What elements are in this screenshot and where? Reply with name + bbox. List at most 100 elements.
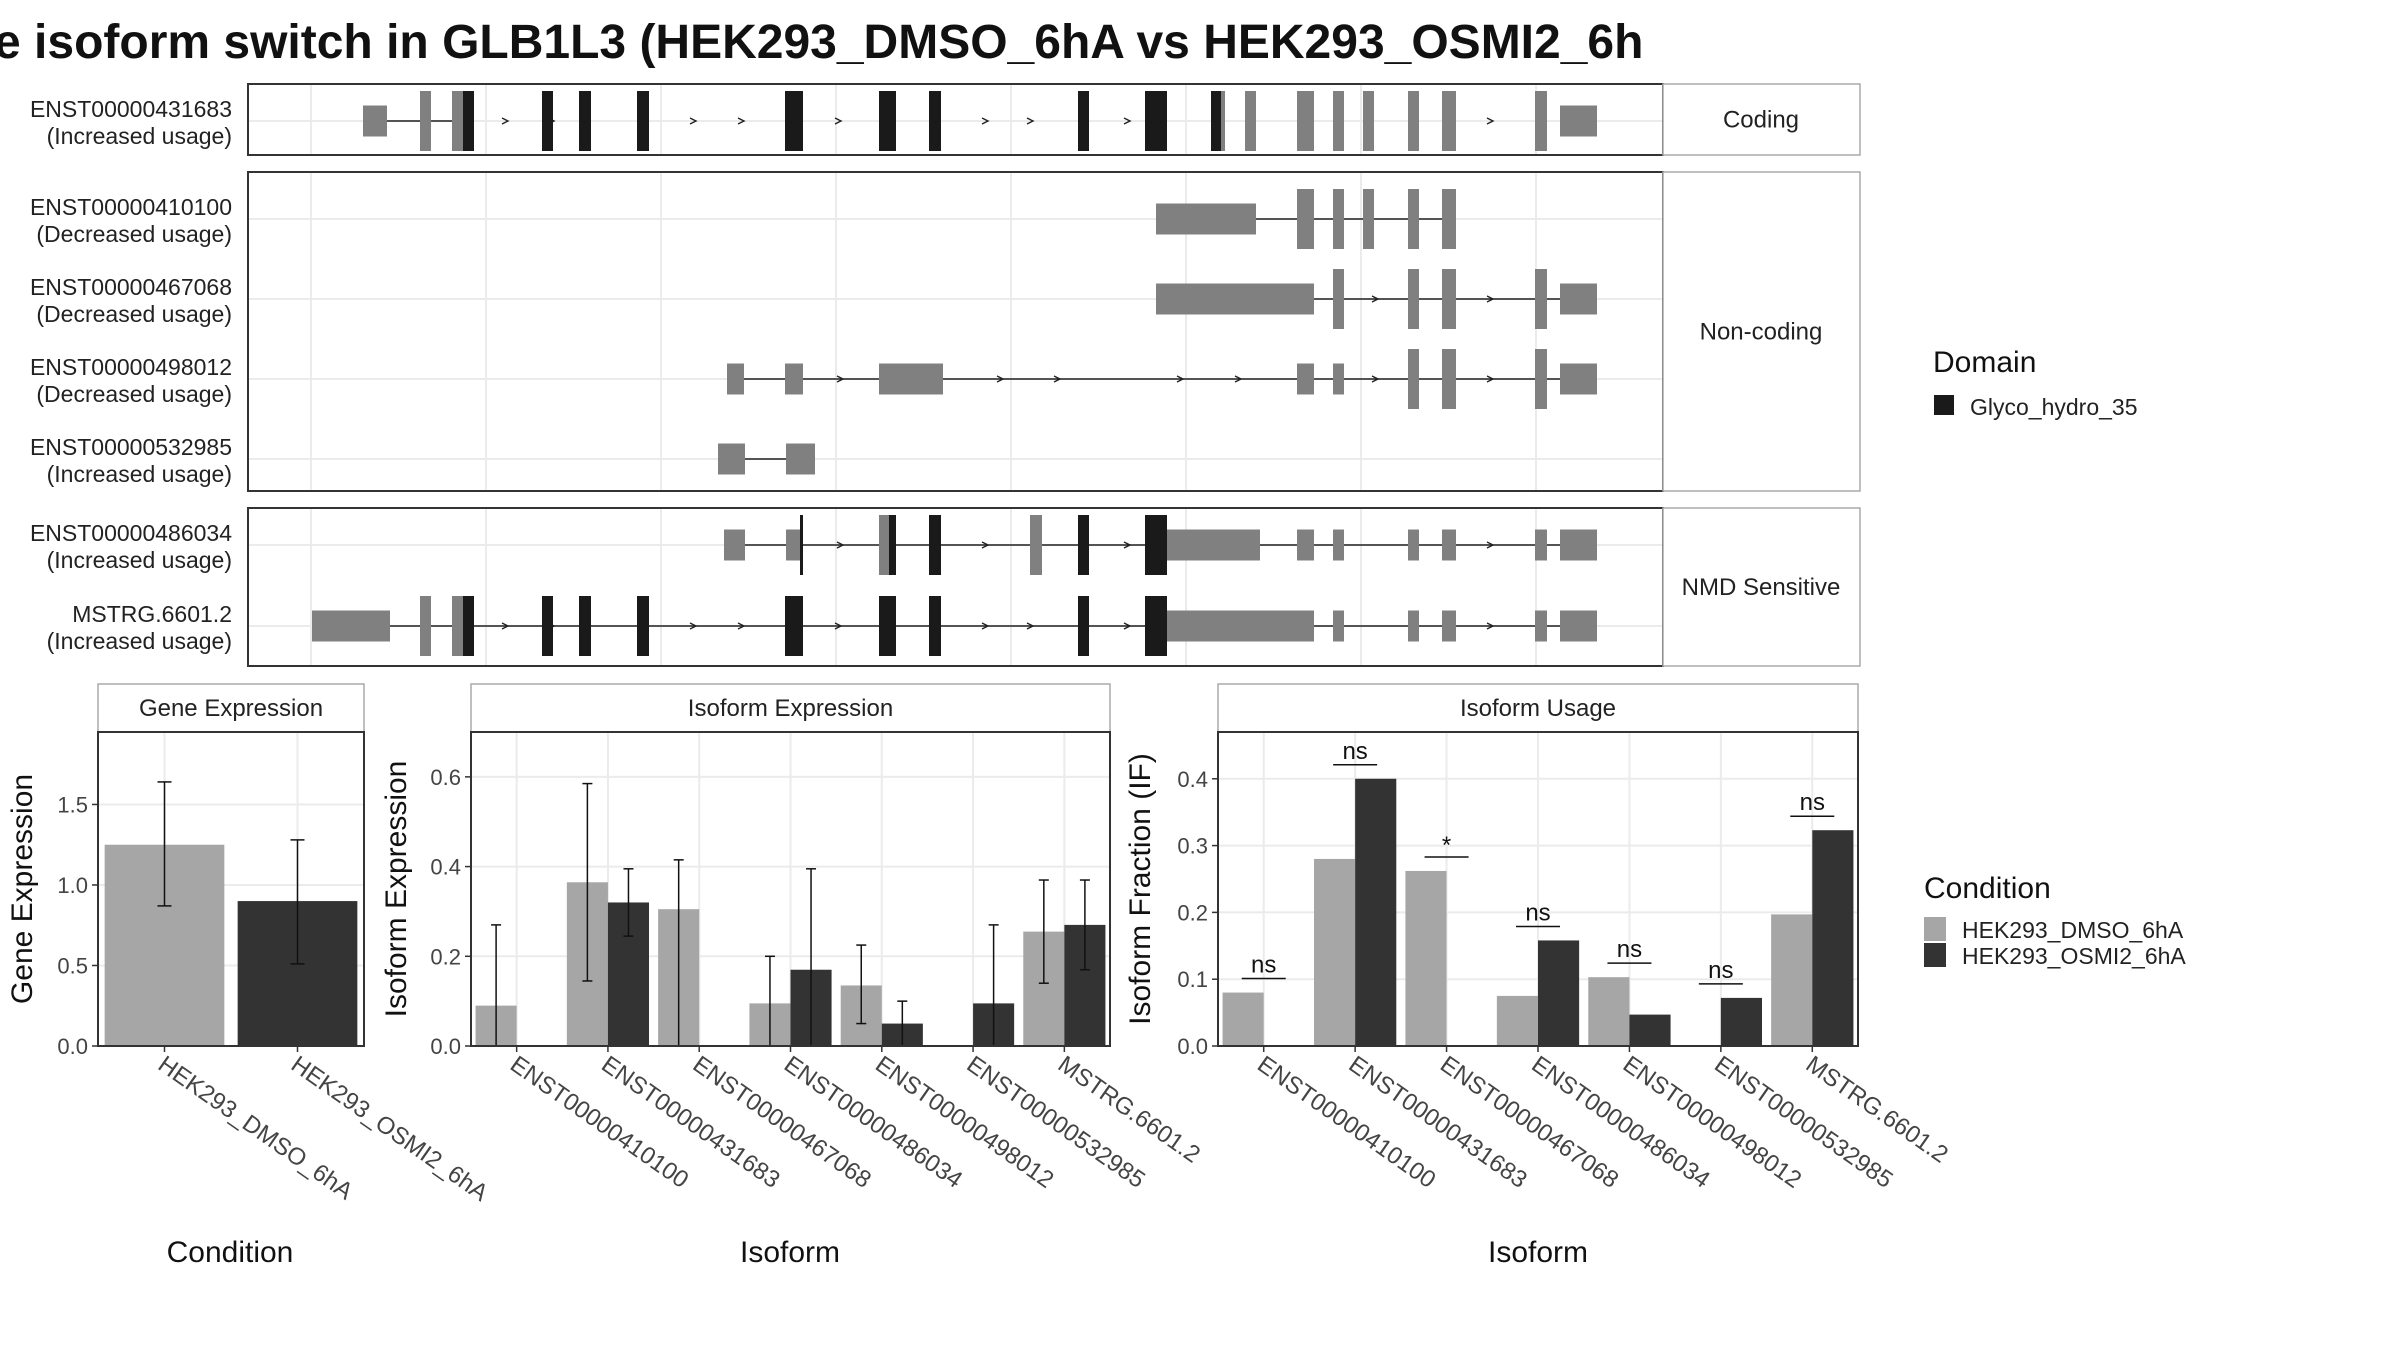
strand-arrow (1371, 295, 1380, 303)
panel-border (97, 731, 365, 1047)
strand-arrow (1486, 295, 1495, 303)
isoform-usage-label: (Decreased usage) (36, 381, 232, 407)
y-tick-label: 0.1 (1177, 967, 1208, 992)
strand-arrow (836, 541, 845, 549)
exon (452, 91, 463, 151)
strand-arrow (689, 117, 698, 125)
exon (1156, 203, 1256, 235)
domain-exon (929, 515, 941, 575)
strand-arrow (1176, 375, 1185, 383)
exon (1333, 529, 1344, 561)
strand-arrow (981, 622, 990, 630)
bar (1355, 778, 1397, 1046)
domain-exon (463, 91, 474, 151)
x-axis-title: Isoform (740, 1236, 840, 1269)
condition-legend-label: HEK293_DMSO_6hA (1962, 917, 2184, 943)
exon (718, 443, 745, 475)
domain-exon (463, 596, 474, 656)
exon (1297, 529, 1314, 561)
domain-exon (542, 91, 553, 151)
exon (420, 91, 431, 151)
bar (1222, 992, 1264, 1046)
group-label: NMD Sensitive (1682, 574, 1841, 601)
exon (1245, 91, 1256, 151)
strand-arrow (1123, 541, 1132, 549)
group-label: Coding (1723, 107, 1799, 134)
exon (1535, 610, 1547, 642)
exon (1408, 91, 1419, 151)
domain-exon (542, 596, 553, 656)
exon (1560, 105, 1597, 137)
exon (312, 610, 390, 642)
exon (1221, 91, 1225, 151)
exon (1333, 91, 1344, 151)
domain-exon (579, 596, 591, 656)
strand-arrow (689, 622, 698, 630)
exon (1560, 283, 1597, 315)
domain-exon (637, 91, 649, 151)
exon (785, 363, 803, 395)
isoform-id-label: ENST00000532985 (30, 434, 232, 460)
isoform-usage-label: (Increased usage) (47, 123, 232, 149)
panel-title: Isoform Usage (1460, 695, 1616, 722)
y-tick-label: 0.4 (1177, 767, 1208, 792)
exon (1333, 363, 1344, 395)
exon (1333, 269, 1344, 329)
group-strip (1662, 171, 1861, 492)
x-axis-title: Condition (167, 1236, 294, 1269)
exon (1442, 91, 1456, 151)
panel-title: Gene Expression (139, 695, 323, 722)
exon (1333, 610, 1344, 642)
domain-exon (1078, 91, 1089, 151)
exon (786, 529, 800, 561)
x-axis-title: Isoform (1488, 1236, 1588, 1269)
bar (1314, 858, 1356, 1046)
strand-arrow (1026, 622, 1035, 630)
exon (1560, 363, 1597, 395)
strand-arrow (834, 117, 843, 125)
exon (1442, 610, 1456, 642)
domain-legend-title: Domain (1933, 346, 2036, 379)
y-tick-label: 0.2 (1177, 900, 1208, 925)
domain-exon (785, 596, 803, 656)
exon (1442, 269, 1456, 329)
strand-arrow (981, 117, 990, 125)
strand-arrow (834, 622, 843, 630)
isoform-usage-chart: Isoform Usage 0.0 0.1 0.2 0.3 0.4 ns ns * ns ns ns n… (1124, 683, 1953, 1269)
exon (1297, 189, 1314, 249)
significance-label: ns (1342, 738, 1367, 765)
figure-title: e isoform switch in GLB1L3 (HEK293_DMSO_… (0, 16, 1643, 69)
exon (879, 363, 943, 395)
domain-exon (929, 91, 941, 151)
y-axis-title: Isoform Fraction (IF) (1124, 753, 1157, 1025)
exon (1363, 189, 1374, 249)
strand-arrow (836, 375, 845, 383)
bar (1629, 1014, 1671, 1046)
exon (1297, 363, 1314, 395)
exon (1156, 283, 1314, 315)
y-tick-label: 0.0 (1177, 1034, 1208, 1059)
y-axis-title: Gene Expression (6, 774, 39, 1004)
group-strip (1662, 83, 1861, 156)
isoform-id-label: ENST00000410100 (30, 194, 232, 220)
strand-arrow (996, 375, 1005, 383)
y-tick-label: 0.3 (1177, 834, 1208, 859)
structure-panel-background (248, 172, 1663, 491)
domain-exon (1145, 596, 1167, 656)
isoform-usage-label: (Increased usage) (47, 628, 232, 654)
strand-arrow (501, 622, 510, 630)
exon (1297, 91, 1314, 151)
strand-arrow (1053, 375, 1062, 383)
condition-legend-label: HEK293_OSMI2_6hA (1962, 943, 2186, 969)
isoform-usage-label: (Increased usage) (47, 547, 232, 573)
exon (1167, 610, 1314, 642)
bar (1720, 997, 1762, 1046)
y-axis-title: Isoform Expression (380, 761, 413, 1018)
significance-label: ns (1251, 952, 1276, 979)
isoform-id-label: ENST00000467068 (30, 274, 232, 300)
domain-exon (1078, 596, 1089, 656)
domain-exon (889, 515, 896, 575)
exon (1535, 91, 1547, 151)
isoform-expression-chart: Isoform Expression0.00.20.40.6ENST000004… (380, 683, 1205, 1269)
